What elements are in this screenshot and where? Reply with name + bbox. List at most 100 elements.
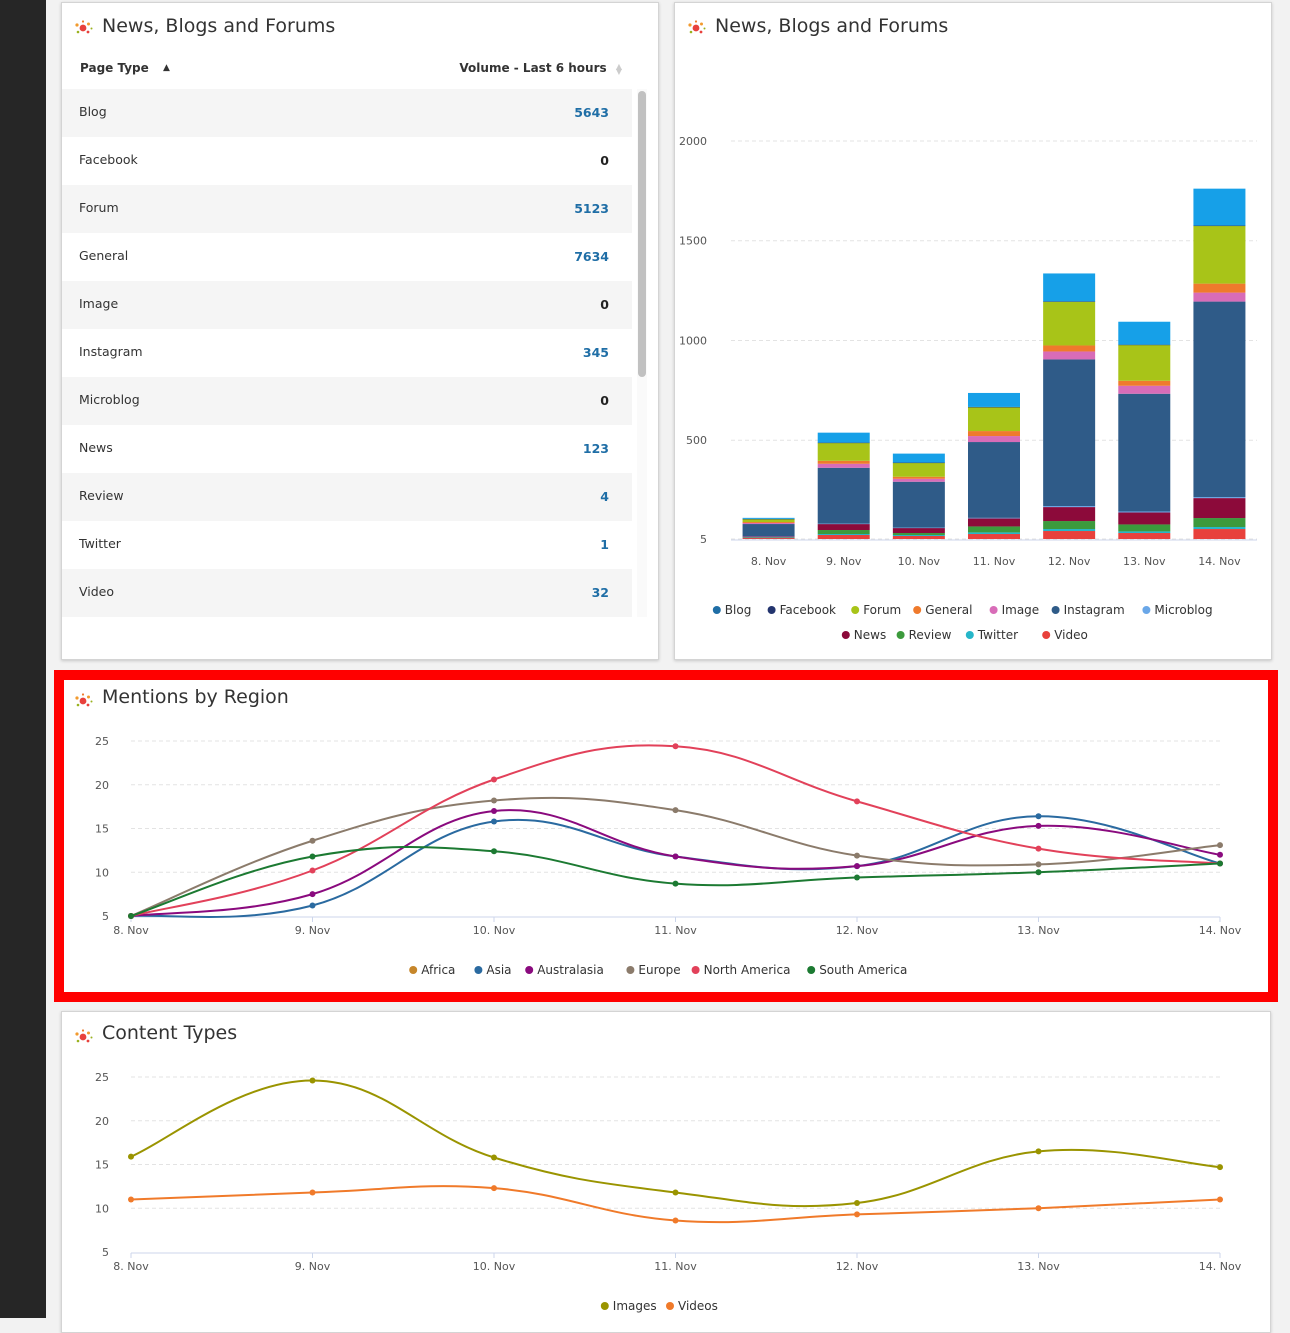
bar-segment-blog [968,392,1020,407]
data-point-images [128,1153,134,1160]
legend-item-asia: Asia [486,963,511,977]
x-tick-label: 13. Nov [1017,924,1060,937]
table-row[interactable]: News 123 [62,425,632,473]
table-row[interactable]: Forum 5123 [62,185,632,233]
bar-segment-news [1043,507,1096,522]
legend-item-north-america: North America [704,963,791,977]
logo-burst-icon [75,693,93,707]
bar-segment-video [817,535,870,539]
table-row[interactable]: Image 0 [62,281,632,329]
volume-value[interactable]: 7634 [574,249,609,264]
legend-item-review: Review [909,628,952,642]
bar-segment-microblog [1043,506,1096,508]
table-row[interactable]: Blog 5643 [62,89,632,137]
data-point-images [491,1154,497,1161]
volume-value[interactable]: 32 [591,585,609,600]
y-tick-label: 20 [95,1115,109,1128]
bar-segment-news [817,524,870,531]
table-row[interactable]: Facebook 0 [62,137,632,185]
bar-segment-video [1043,531,1096,539]
panel-title: News, Blogs and Forums [715,15,949,37]
volume-value[interactable]: 5123 [574,201,609,216]
bar-segment-twitter [1193,527,1246,530]
legend-marker-europe [626,966,635,974]
bar-segment-image [892,478,945,482]
volume-value: 0 [600,153,609,168]
series-line-images [130,1079,1221,1208]
legend-marker-australasia [525,966,534,974]
bar-segment-microblog [892,527,945,529]
bar-segment-blog [1193,188,1246,226]
data-point-europe [854,852,860,859]
bar-segment-general [1118,380,1171,386]
legend-item-video: Video [1054,628,1088,642]
bar-segment-instagram [742,524,795,537]
bar-segment-video [892,536,945,539]
bar-segment-news [892,528,945,534]
y-tick-label: 15 [95,1159,109,1172]
data-point-australasia [491,808,497,814]
bar-segment-instagram [892,481,945,528]
legend-item-blog: Blog [725,603,752,617]
bar-segment-facebook [892,462,945,464]
legend-item-image: Image [1002,603,1040,617]
column-label: Volume - Last 6 hours [459,61,607,75]
data-point-videos [1035,1205,1042,1212]
table-row[interactable]: Microblog 0 [62,377,632,425]
data-point-asia [309,902,316,909]
bar-segment-microblog [742,536,795,537]
bar-segment-twitter [742,537,795,539]
volume-value[interactable]: 5643 [574,105,609,120]
bar-segment-instagram [1193,301,1246,498]
volume-value[interactable]: 1 [600,537,609,552]
table-row[interactable]: General 7634 [62,233,632,281]
legend-marker-twitter [965,631,974,639]
column-header-volume[interactable]: Volume - Last 6 hours ▲ ▼ [459,61,622,75]
data-point-asia [1035,813,1042,820]
y-tick-label: 5 [102,910,109,923]
x-tick-label: 9. Nov [295,1260,331,1273]
table-row[interactable]: Review 4 [62,473,632,521]
bar-segment-review [892,533,945,536]
bar-segment-general [817,460,870,464]
scrollbar-thumb[interactable] [638,91,646,377]
data-point-australasia [672,853,679,860]
bar-segment-general [1043,345,1096,352]
volume-value[interactable]: 123 [582,441,609,456]
bar-segment-microblog [968,517,1020,519]
column-header-page-type[interactable]: Page Type ▲ [80,61,170,75]
bar-segment-general [968,431,1020,437]
bar-segment-instagram [1118,393,1171,512]
table-row[interactable]: Instagram 345 [62,329,632,377]
bar-segment-twitter [968,532,1020,535]
table-row[interactable]: Video 32 [62,569,632,617]
legend-marker-general [913,606,922,614]
legend-item-europe: Europe [638,963,680,977]
y-tick-label: 500 [686,434,707,447]
volume-value[interactable]: 4 [600,489,609,504]
bar-segment-facebook [1193,225,1246,227]
content-types-line-chart: 5 10 15 20 25 8. Nov 9. Nov 10. Nov 11. Nov 12. N… [95,1071,1242,1313]
bar-segment-blog [742,517,795,519]
x-tick-label: 8. Nov [113,1260,149,1273]
legend-item-africa: Africa [421,963,455,977]
x-tick-label: 11. Nov [654,924,697,937]
page-type-label: News [79,440,113,455]
data-point-europe [491,797,497,804]
logo-burst-icon [688,20,706,34]
legend-item-forum: Forum [863,603,901,617]
volume-value[interactable]: 345 [582,345,609,360]
x-tick-label: 9. Nov [295,924,331,937]
bar-segment-video [742,538,795,539]
data-point-south-america [309,853,316,860]
data-point-images [309,1077,316,1084]
data-point-images [1217,1164,1223,1171]
data-point-videos [128,1196,134,1203]
y-tick-label: 10 [95,866,109,879]
table-row[interactable]: Twitter 1 [62,521,632,569]
bar-segment-forum [968,407,1020,432]
x-tick-label: 13. Nov [1017,1260,1060,1273]
data-point-north-america [1035,845,1042,852]
bar-segment-instagram [968,442,1020,518]
legend-marker-review [896,631,905,639]
